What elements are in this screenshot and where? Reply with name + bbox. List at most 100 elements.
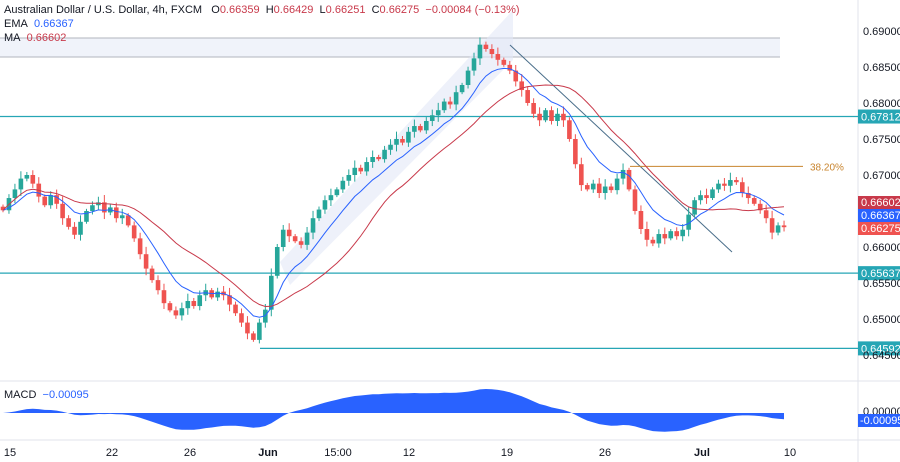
candle-body — [579, 164, 584, 186]
candle-body — [245, 322, 250, 334]
candle-body — [30, 175, 36, 184]
low-label: L — [319, 4, 326, 16]
macd-value: −0.00095 — [42, 389, 89, 401]
candle-body — [388, 144, 393, 150]
candle-body — [24, 175, 30, 179]
ma-line — [2, 84, 785, 308]
candle-body — [513, 70, 519, 82]
candle-body — [710, 189, 715, 199]
candle-body — [370, 157, 375, 163]
price-badge — [858, 209, 900, 222]
candle-body — [48, 195, 53, 206]
y-tick-label: 0.68500 — [863, 62, 900, 74]
candle-body — [477, 44, 483, 59]
x-tick-label: 19 — [501, 447, 513, 459]
x-tick-label: Jul — [694, 447, 710, 459]
fib-level-label: 38.20% — [810, 162, 844, 173]
close-label: C — [371, 4, 380, 16]
candle-body — [292, 236, 298, 242]
candle-body — [626, 169, 632, 190]
level-price-label: 0.65637 — [861, 268, 900, 280]
candle-body — [459, 85, 465, 93]
candle-body — [716, 183, 721, 190]
candle-body — [257, 322, 262, 340]
candle-body — [441, 101, 447, 111]
candle-body — [471, 58, 477, 71]
candle-body — [167, 303, 173, 311]
candle-body — [125, 215, 131, 226]
symbol-legend: Australian Dollar / U.S. Dollar, 4h, FXC… — [4, 4, 520, 16]
macd-value-badge — [858, 414, 900, 427]
y-tick-label: 0.64500 — [863, 350, 900, 362]
candle-body — [376, 157, 381, 160]
candle-body — [298, 241, 304, 245]
candle-body — [740, 182, 745, 193]
candle-body — [429, 115, 435, 121]
candle-body — [775, 225, 781, 233]
candle-body — [78, 221, 83, 235]
level-price-badge — [858, 341, 900, 356]
candle-body — [656, 234, 662, 244]
x-tick-label: 10 — [784, 447, 796, 459]
y-tick-label: 0.68000 — [863, 98, 900, 110]
candle-body — [561, 113, 566, 121]
candle-body — [501, 59, 507, 65]
candle-body — [358, 167, 364, 172]
candle-body — [608, 186, 614, 191]
candle-body — [179, 308, 185, 316]
macd-legend[interactable]: MACD −0.00095 — [4, 389, 89, 401]
candle-body — [334, 189, 340, 196]
candle-body — [632, 189, 638, 211]
candle-body — [435, 110, 441, 116]
candle-body — [0, 206, 6, 211]
candle-body — [614, 178, 620, 191]
y-tick-label: 0.66000 — [863, 242, 900, 254]
ma-legend[interactable]: MA 0.66602 — [4, 32, 66, 44]
x-tick-label: 22 — [106, 447, 118, 459]
y-tick-label: 0.65500 — [863, 278, 900, 290]
candle-body — [781, 225, 787, 228]
candle-body — [322, 200, 328, 210]
downtrend-line — [509, 44, 733, 253]
candle-body — [215, 291, 220, 298]
x-tick-label: 26 — [184, 447, 196, 459]
candle-body — [763, 210, 769, 219]
price-badge-label: 0.66275 — [861, 223, 900, 235]
candle-body — [704, 195, 709, 199]
candle-body — [555, 113, 560, 121]
candle-body — [197, 295, 203, 307]
candle-body — [465, 70, 471, 85]
candle-body — [346, 175, 352, 181]
candle-body — [406, 131, 411, 143]
candle-body — [60, 203, 65, 219]
x-tick-label: Jun — [258, 447, 278, 459]
candle-body — [143, 254, 149, 269]
candle-body — [131, 225, 137, 239]
candle-body — [90, 205, 95, 211]
candle-body — [537, 113, 542, 121]
candle-body — [340, 180, 346, 190]
candle-body — [66, 218, 71, 227]
candle-body — [638, 211, 644, 229]
candle-body — [274, 247, 280, 276]
candle-body — [233, 304, 238, 314]
candle-body — [227, 295, 232, 305]
candle-body — [352, 167, 358, 175]
candle-body — [483, 44, 489, 49]
ma-label: MA — [4, 32, 21, 44]
candle-body — [72, 226, 77, 235]
open-label: O — [211, 4, 220, 16]
ema-legend[interactable]: EMA 0.66367 — [4, 18, 74, 30]
candle-body — [674, 231, 680, 237]
y-tick-label: 0.67000 — [863, 170, 900, 182]
macd-histogram-area — [3, 389, 784, 432]
candle-body — [584, 185, 590, 190]
price-badge-label: 0.66602 — [861, 197, 900, 209]
ema-value: 0.66367 — [33, 18, 74, 30]
candle-body — [549, 110, 554, 121]
candle-body — [364, 162, 369, 172]
candle-body — [328, 195, 334, 201]
candle-body — [400, 139, 405, 143]
open-value: 0.66359 — [219, 4, 260, 16]
